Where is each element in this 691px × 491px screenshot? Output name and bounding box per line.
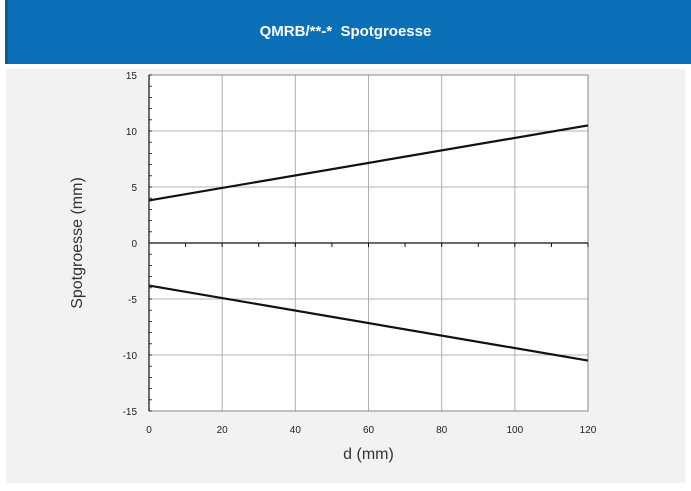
y-tick-label: 15 bbox=[126, 71, 138, 82]
series-line-2 bbox=[148, 284, 589, 362]
x-tick-label: 20 bbox=[217, 425, 229, 436]
y-tick-label: 0 bbox=[131, 239, 137, 250]
header-left-stripe bbox=[0, 0, 5, 64]
x-tick-label: 80 bbox=[436, 425, 448, 436]
series-line-1 bbox=[148, 124, 589, 202]
y-tick-label: -15 bbox=[123, 407, 138, 418]
x-axis-title: d (mm) bbox=[343, 446, 394, 463]
header-accent-stripe bbox=[5, 0, 8, 64]
chart-header-bar bbox=[0, 0, 691, 64]
x-tick-label: 100 bbox=[506, 425, 523, 436]
chart-title: QMRB/**-* Spotgroesse bbox=[259, 23, 432, 40]
y-tick-label: -5 bbox=[128, 295, 137, 306]
y-tick-label: -10 bbox=[123, 351, 138, 362]
x-tick-label: 60 bbox=[363, 425, 375, 436]
y-axis-title: Spotgroesse (mm) bbox=[69, 177, 86, 309]
x-tick-label: 120 bbox=[580, 425, 597, 436]
y-tick-label: 5 bbox=[131, 183, 137, 194]
x-tick-label: 0 bbox=[146, 425, 152, 436]
x-tick-label: 40 bbox=[290, 425, 302, 436]
y-tick-label: 10 bbox=[126, 127, 138, 138]
